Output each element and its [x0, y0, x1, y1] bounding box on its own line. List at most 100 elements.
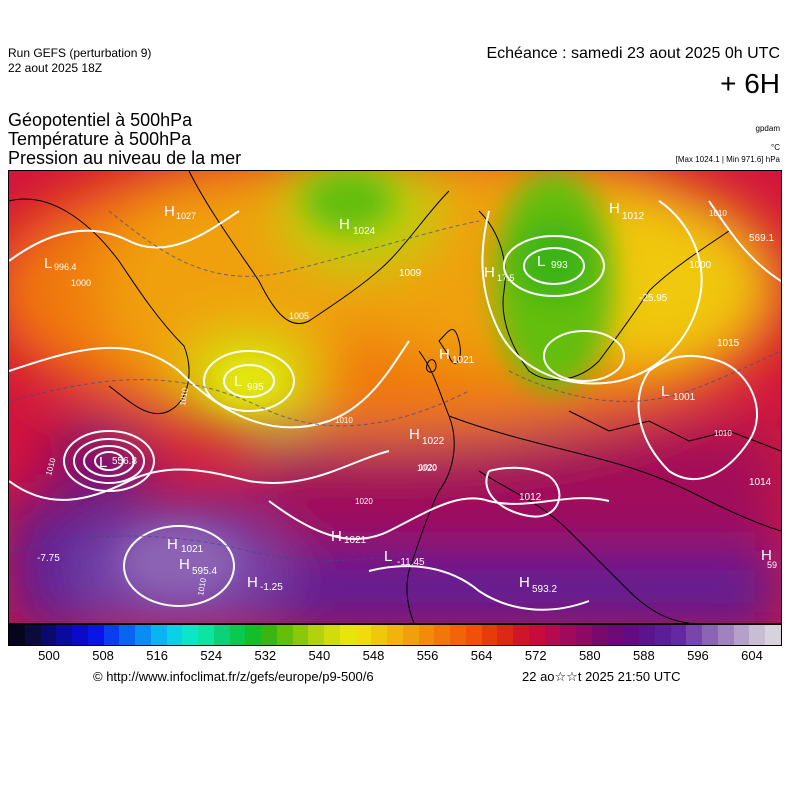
colorbar-swatch	[528, 625, 545, 645]
colorbar-swatch	[182, 625, 198, 645]
colorbar-swatch	[198, 625, 214, 645]
colorbar-swatch	[103, 625, 120, 645]
map-label: L	[384, 548, 392, 565]
map-label: 1027	[176, 211, 196, 221]
colorbar-swatch	[434, 625, 450, 645]
colorbar-tick-label: 588	[633, 648, 655, 663]
colorbar-labels: 500 508 516 524 532 540 548 556 564 572 580 588 596 6…	[8, 648, 780, 666]
map-label: 1012	[622, 211, 645, 222]
map-label: H	[409, 426, 420, 443]
colorbar-swatch	[87, 625, 104, 645]
map-label: 1010	[709, 209, 727, 218]
variable-temperature: Température à 500hPa	[8, 129, 192, 149]
map-label: L	[99, 454, 107, 471]
colorbar-swatch	[292, 625, 309, 645]
map-label: L	[234, 373, 242, 390]
map-label: -1.25	[260, 582, 283, 593]
map-label: 1010	[714, 429, 732, 438]
map-label: 59	[767, 560, 777, 570]
run-title: Run GEFS (perturbation 9)	[8, 46, 152, 60]
run-date: 22 aout 2025 18Z	[8, 61, 103, 75]
map-label: 1001	[673, 392, 696, 403]
colorbar-swatch	[402, 625, 419, 645]
colorbar-tick-label: 596	[687, 648, 709, 663]
map-label: H	[339, 216, 350, 233]
colorbar	[8, 624, 782, 646]
colorbar-swatch	[387, 625, 403, 645]
pressure-range: [Max 1024.1 | Min 971.6] hPa	[675, 155, 780, 164]
map-label: -7.75	[37, 553, 60, 564]
colorbar-tick-label: 572	[524, 648, 547, 663]
colorbar-tick-label: 564	[470, 648, 493, 663]
colorbar-swatch	[229, 625, 246, 645]
unit-gpdam: gpdam	[755, 124, 780, 133]
map-label: 556.8	[112, 456, 137, 467]
map-label: 1020	[417, 463, 437, 473]
map-label: 593.2	[532, 584, 557, 595]
colorbar-swatch	[654, 625, 671, 645]
map-label: 1015	[717, 338, 740, 349]
colorbar-swatch	[40, 625, 57, 645]
map-label: 1010	[196, 577, 208, 597]
colorbar-swatch	[450, 625, 466, 645]
map-label: H	[247, 574, 258, 591]
map-label: H	[164, 203, 175, 220]
map-label: 993	[551, 260, 568, 271]
colorbar-swatch	[261, 625, 277, 645]
colorbar-swatch	[497, 625, 513, 645]
credit-url: © http://www.infoclimat.fr/z/gefs/europe…	[93, 669, 374, 684]
colorbar-swatch	[576, 625, 592, 645]
map-label: 1000	[71, 278, 91, 288]
colorbar-tick-label: 508	[92, 648, 114, 663]
map-label: 1005	[289, 311, 309, 321]
isobars	[9, 200, 781, 611]
map-label: H	[167, 536, 178, 553]
weather-map: H 1027 L 996.4 1000 H 1024 1009 H L 993 …	[8, 170, 782, 624]
map-label: H	[519, 574, 530, 591]
unit-celsius: °C	[771, 143, 780, 152]
colorbar-tick-label: 532	[254, 648, 277, 663]
variable-geopotential: Géopotentiel à 500hPa	[8, 110, 193, 130]
colorbar-swatch	[623, 625, 639, 645]
colorbar-tick-label: 556	[416, 648, 439, 663]
map-label: 1024	[353, 226, 376, 237]
map-label: 1022	[422, 436, 445, 447]
map-label: H	[609, 200, 620, 217]
colorbar-swatch	[513, 625, 529, 645]
colorbar-swatch	[24, 625, 41, 645]
colorbar-swatch	[670, 625, 687, 645]
map-label: 1000	[689, 260, 712, 271]
colorbar-swatch	[355, 625, 372, 645]
map-label: 1020	[419, 463, 437, 472]
map-label: 1021	[181, 544, 204, 555]
colorbar-swatch	[308, 625, 324, 645]
map-label: 569.1	[749, 233, 774, 244]
colorbar-swatch	[607, 625, 624, 645]
colorbar-swatch	[276, 625, 293, 645]
colorbar-swatch	[560, 625, 576, 645]
temperature-isotherms	[9, 210, 781, 561]
lead-time: + 6H	[720, 68, 780, 99]
map-label: 1021	[452, 355, 475, 366]
colorbar-swatch	[591, 625, 608, 645]
map-label: 1010	[335, 416, 353, 425]
map-label: 17.5	[497, 273, 515, 283]
colorbar-swatch	[150, 625, 167, 645]
map-label: -25.95	[639, 293, 668, 304]
map-label: H	[484, 264, 495, 281]
colorbar-swatch	[9, 625, 25, 645]
map-label: 1014	[749, 477, 772, 488]
colorbar-swatch	[465, 625, 482, 645]
colorbar-swatch	[639, 625, 655, 645]
colorbar-tick-label: 540	[308, 648, 331, 663]
variable-pressure: Pression au niveau de la mer	[8, 148, 242, 168]
colorbar-swatch	[371, 625, 387, 645]
map-label: 995	[247, 382, 264, 393]
colorbar-swatch	[166, 625, 183, 645]
map-label: 595.4	[192, 566, 217, 577]
colorbar-swatch	[213, 625, 230, 645]
colorbar-tick-label: 604	[741, 648, 763, 663]
map-label: H	[179, 556, 190, 573]
pressure-labels: H 1027 L 996.4 1000 H 1024 1009 H L 993 …	[37, 200, 777, 596]
forecast-time: Echéance : samedi 23 aout 2025 0h UTC	[486, 45, 780, 62]
